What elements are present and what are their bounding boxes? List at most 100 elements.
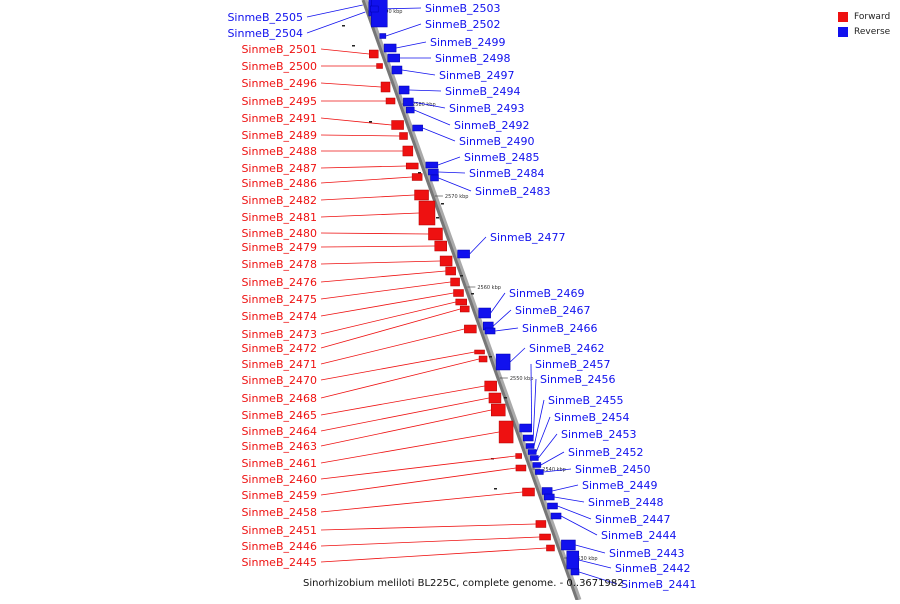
leader-line-forward: [320, 270, 446, 283]
gene-forward: [376, 63, 383, 69]
gene-label-reverse: SinmeB_2484: [469, 167, 545, 180]
gene-dot: [441, 203, 444, 205]
gene-label-reverse: SinmeB_2490: [459, 135, 535, 148]
gene-forward: [445, 266, 456, 276]
gene-dot: [418, 172, 421, 174]
gene-reverse: [371, 0, 388, 28]
gene-label-reverse: SinmeB_2503: [425, 2, 501, 15]
gene-reverse: [570, 568, 580, 576]
gene-forward: [484, 380, 497, 392]
leader-line-reverse: [554, 496, 585, 503]
gene-label-forward: SinmeB_2501: [241, 43, 317, 56]
gene-dot: [369, 121, 372, 123]
leader-line-reverse: [306, 4, 363, 18]
gene-forward: [515, 453, 522, 459]
leader-line-forward: [320, 281, 451, 300]
leader-line-forward: [320, 351, 475, 381]
gene-label-forward: SinmeB_2495: [241, 95, 317, 108]
gene-forward: [402, 145, 414, 157]
leader-line-reverse: [438, 177, 472, 192]
gene-label-reverse: SinmeB_2442: [615, 562, 691, 575]
gene-label-forward: SinmeB_2496: [241, 77, 317, 90]
gene-reverse: [430, 174, 439, 182]
gene-label-forward: SinmeB_2468: [241, 392, 317, 405]
leader-line-forward: [320, 358, 480, 399]
gene-label-reverse: SinmeB_2467: [515, 304, 591, 317]
gene-forward: [428, 227, 443, 241]
gene-label-reverse: SinmeB_2449: [582, 479, 658, 492]
leader-line-reverse: [575, 544, 606, 554]
gene-label-reverse: SinmeB_2454: [554, 411, 630, 424]
gene-dot: [352, 45, 355, 47]
gene-label-forward: SinmeB_2445: [241, 556, 317, 569]
gene-label-reverse: SinmeB_2502: [425, 18, 501, 31]
gene-reverse: [405, 106, 415, 114]
gene-reverse: [391, 65, 403, 75]
gene-label-forward: SinmeB_2489: [241, 129, 317, 142]
leader-line-forward: [320, 82, 382, 88]
gene-label-forward: SinmeB_2461: [241, 457, 317, 470]
genome-axis: [361, 0, 579, 601]
gene-forward: [535, 520, 547, 528]
gene-reverse: [379, 33, 387, 39]
gene-label-forward: SinmeB_2459: [241, 489, 317, 502]
leader-line-reverse: [540, 451, 565, 466]
gene-label-reverse: SinmeB_2493: [449, 102, 525, 115]
gene-label-reverse: SinmeB_2444: [601, 529, 677, 542]
tick-label: 2540 kbp: [542, 467, 566, 473]
gene-label-forward: SinmeB_2474: [241, 310, 317, 323]
gene-label-forward: SinmeB_2478: [241, 258, 317, 271]
gene-label-reverse: SinmeB_2456: [540, 373, 616, 386]
gene-label-forward: SinmeB_2481: [241, 211, 317, 224]
gene-dot: [471, 293, 474, 295]
leader-line-forward: [320, 232, 429, 235]
gene-label-forward: SinmeB_2488: [241, 145, 317, 158]
gene-forward: [405, 162, 419, 170]
leader-line-forward: [320, 397, 490, 432]
gene-forward: [474, 349, 485, 355]
gene-reverse: [530, 455, 539, 461]
gene-label-reverse: SinmeB_2462: [529, 342, 605, 355]
leader-line-reverse: [533, 399, 545, 447]
gene-reverse: [457, 249, 470, 259]
gene-label-reverse: SinmeB_2441: [621, 578, 697, 591]
gene-reverse: [428, 168, 439, 176]
gene-forward: [488, 392, 502, 404]
gene-label-forward: SinmeB_2470: [241, 374, 317, 387]
leader-line-reverse: [414, 109, 451, 126]
gene-label-forward: SinmeB_2491: [241, 112, 317, 125]
legend-item-forward: Forward: [838, 9, 890, 24]
leader-line-forward: [320, 491, 523, 513]
leader-line-reverse: [409, 89, 442, 92]
gene-dot: [342, 25, 345, 27]
gene-label-forward: SinmeB_2476: [241, 276, 317, 289]
gene-forward: [455, 298, 467, 306]
leader-line-reverse: [560, 515, 598, 536]
gene-label-forward: SinmeB_2465: [241, 409, 317, 422]
leader-line-reverse: [493, 309, 512, 327]
leader-line-forward: [320, 431, 500, 464]
gene-reverse: [412, 124, 423, 132]
gene-forward: [414, 189, 429, 201]
leader-line-reverse: [401, 69, 436, 76]
leader-line-reverse: [396, 41, 427, 49]
gene-forward: [369, 49, 379, 59]
gene-label-forward: SinmeB_2464: [241, 425, 317, 438]
leader-line-forward: [320, 308, 461, 349]
gene-label-reverse: SinmeB_2466: [522, 322, 598, 335]
tick-label: 2530 kbp: [574, 556, 598, 562]
gene-reverse: [547, 502, 558, 510]
leader-line-reverse: [437, 156, 461, 166]
gene-label-forward: SinmeB_2473: [241, 328, 317, 341]
legend-swatch-reverse: [838, 26, 848, 37]
legend-swatch-forward: [838, 11, 848, 22]
gene-reverse: [522, 434, 534, 442]
gene-reverse: [561, 539, 576, 551]
leader-line-forward: [320, 547, 547, 563]
gene-forward: [490, 403, 506, 417]
leader-line-forward: [320, 117, 392, 126]
leader-line-reverse: [552, 484, 579, 492]
gene-label-reverse: SinmeB_2443: [609, 547, 685, 560]
gene-dot: [460, 275, 463, 277]
